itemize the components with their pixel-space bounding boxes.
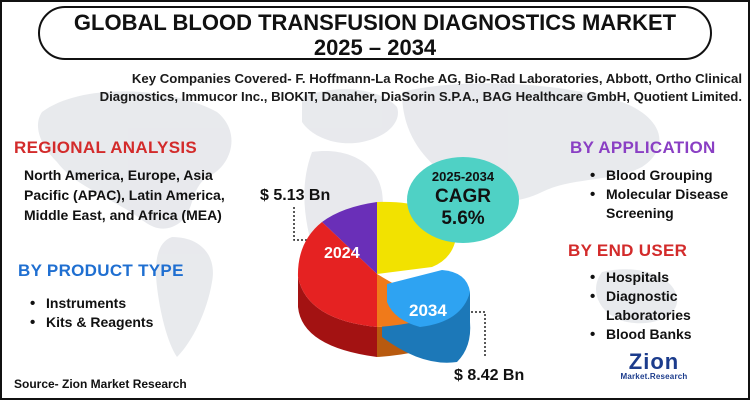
list-item: Kits & Reagents — [26, 313, 226, 332]
product-type-list: Instruments Kits & Reagents — [26, 294, 226, 332]
cagr-value: 5.6% — [441, 208, 485, 229]
cagr-years: 2025-2034 — [431, 169, 495, 184]
application-list: Blood Grouping Molecular Disease Screeni… — [586, 166, 736, 223]
pie-slice-blue — [387, 270, 470, 327]
regional-analysis-text: North America, Europe, Asia Pacific (APA… — [24, 167, 225, 223]
pie-slice-red — [297, 222, 377, 327]
source-text: Source- Zion Market Research — [14, 377, 187, 391]
title-banner: GLOBAL BLOOD TRANSFUSION DIAGNOSTICS MAR… — [38, 6, 712, 60]
pie-side-red — [298, 277, 377, 357]
market-value-2024: $ 5.13 Bn — [260, 187, 331, 204]
list-item: Instruments — [26, 294, 226, 313]
pie-label-2024: 2024 — [324, 245, 360, 262]
key-companies-text: Key Companies Covered- F. Hoffmann-La Ro… — [99, 71, 742, 104]
list-item: Hospitals — [586, 268, 736, 287]
logo-tagline: Market.Research — [620, 372, 688, 381]
end-user-heading: BY END USER — [568, 241, 688, 260]
end-user-list: Hospitals Diagnostic Laboratories Blood … — [586, 268, 736, 344]
list-item: Blood Grouping — [586, 166, 736, 185]
list-item: Diagnostic Laboratories — [586, 287, 736, 325]
pie-label-2034: 2034 — [409, 301, 447, 320]
list-item: Molecular Disease Screening — [586, 185, 736, 223]
logo-name: Zion — [628, 349, 680, 374]
application-heading: BY APPLICATION — [570, 138, 716, 157]
cagr-label: CAGR — [435, 186, 491, 207]
pie-slice-purple — [322, 202, 377, 274]
title-line-2: 2025 – 2034 — [313, 35, 437, 60]
product-type-heading: BY PRODUCT TYPE — [18, 261, 184, 280]
leader-line-2024 — [293, 207, 332, 241]
cagr-bubble: 2025-2034 CAGR 5.6% — [407, 157, 519, 243]
title-line-1: GLOBAL BLOOD TRANSFUSION DIAGNOSTICS MAR… — [73, 10, 677, 35]
list-item: Blood Banks — [586, 325, 736, 344]
zion-logo: Zion Market.Research — [614, 349, 694, 382]
market-value-2034: $ 8.42 Bn — [454, 367, 525, 384]
leader-line-2034 — [467, 311, 486, 357]
regional-analysis-heading: REGIONAL ANALYSIS — [14, 138, 198, 157]
